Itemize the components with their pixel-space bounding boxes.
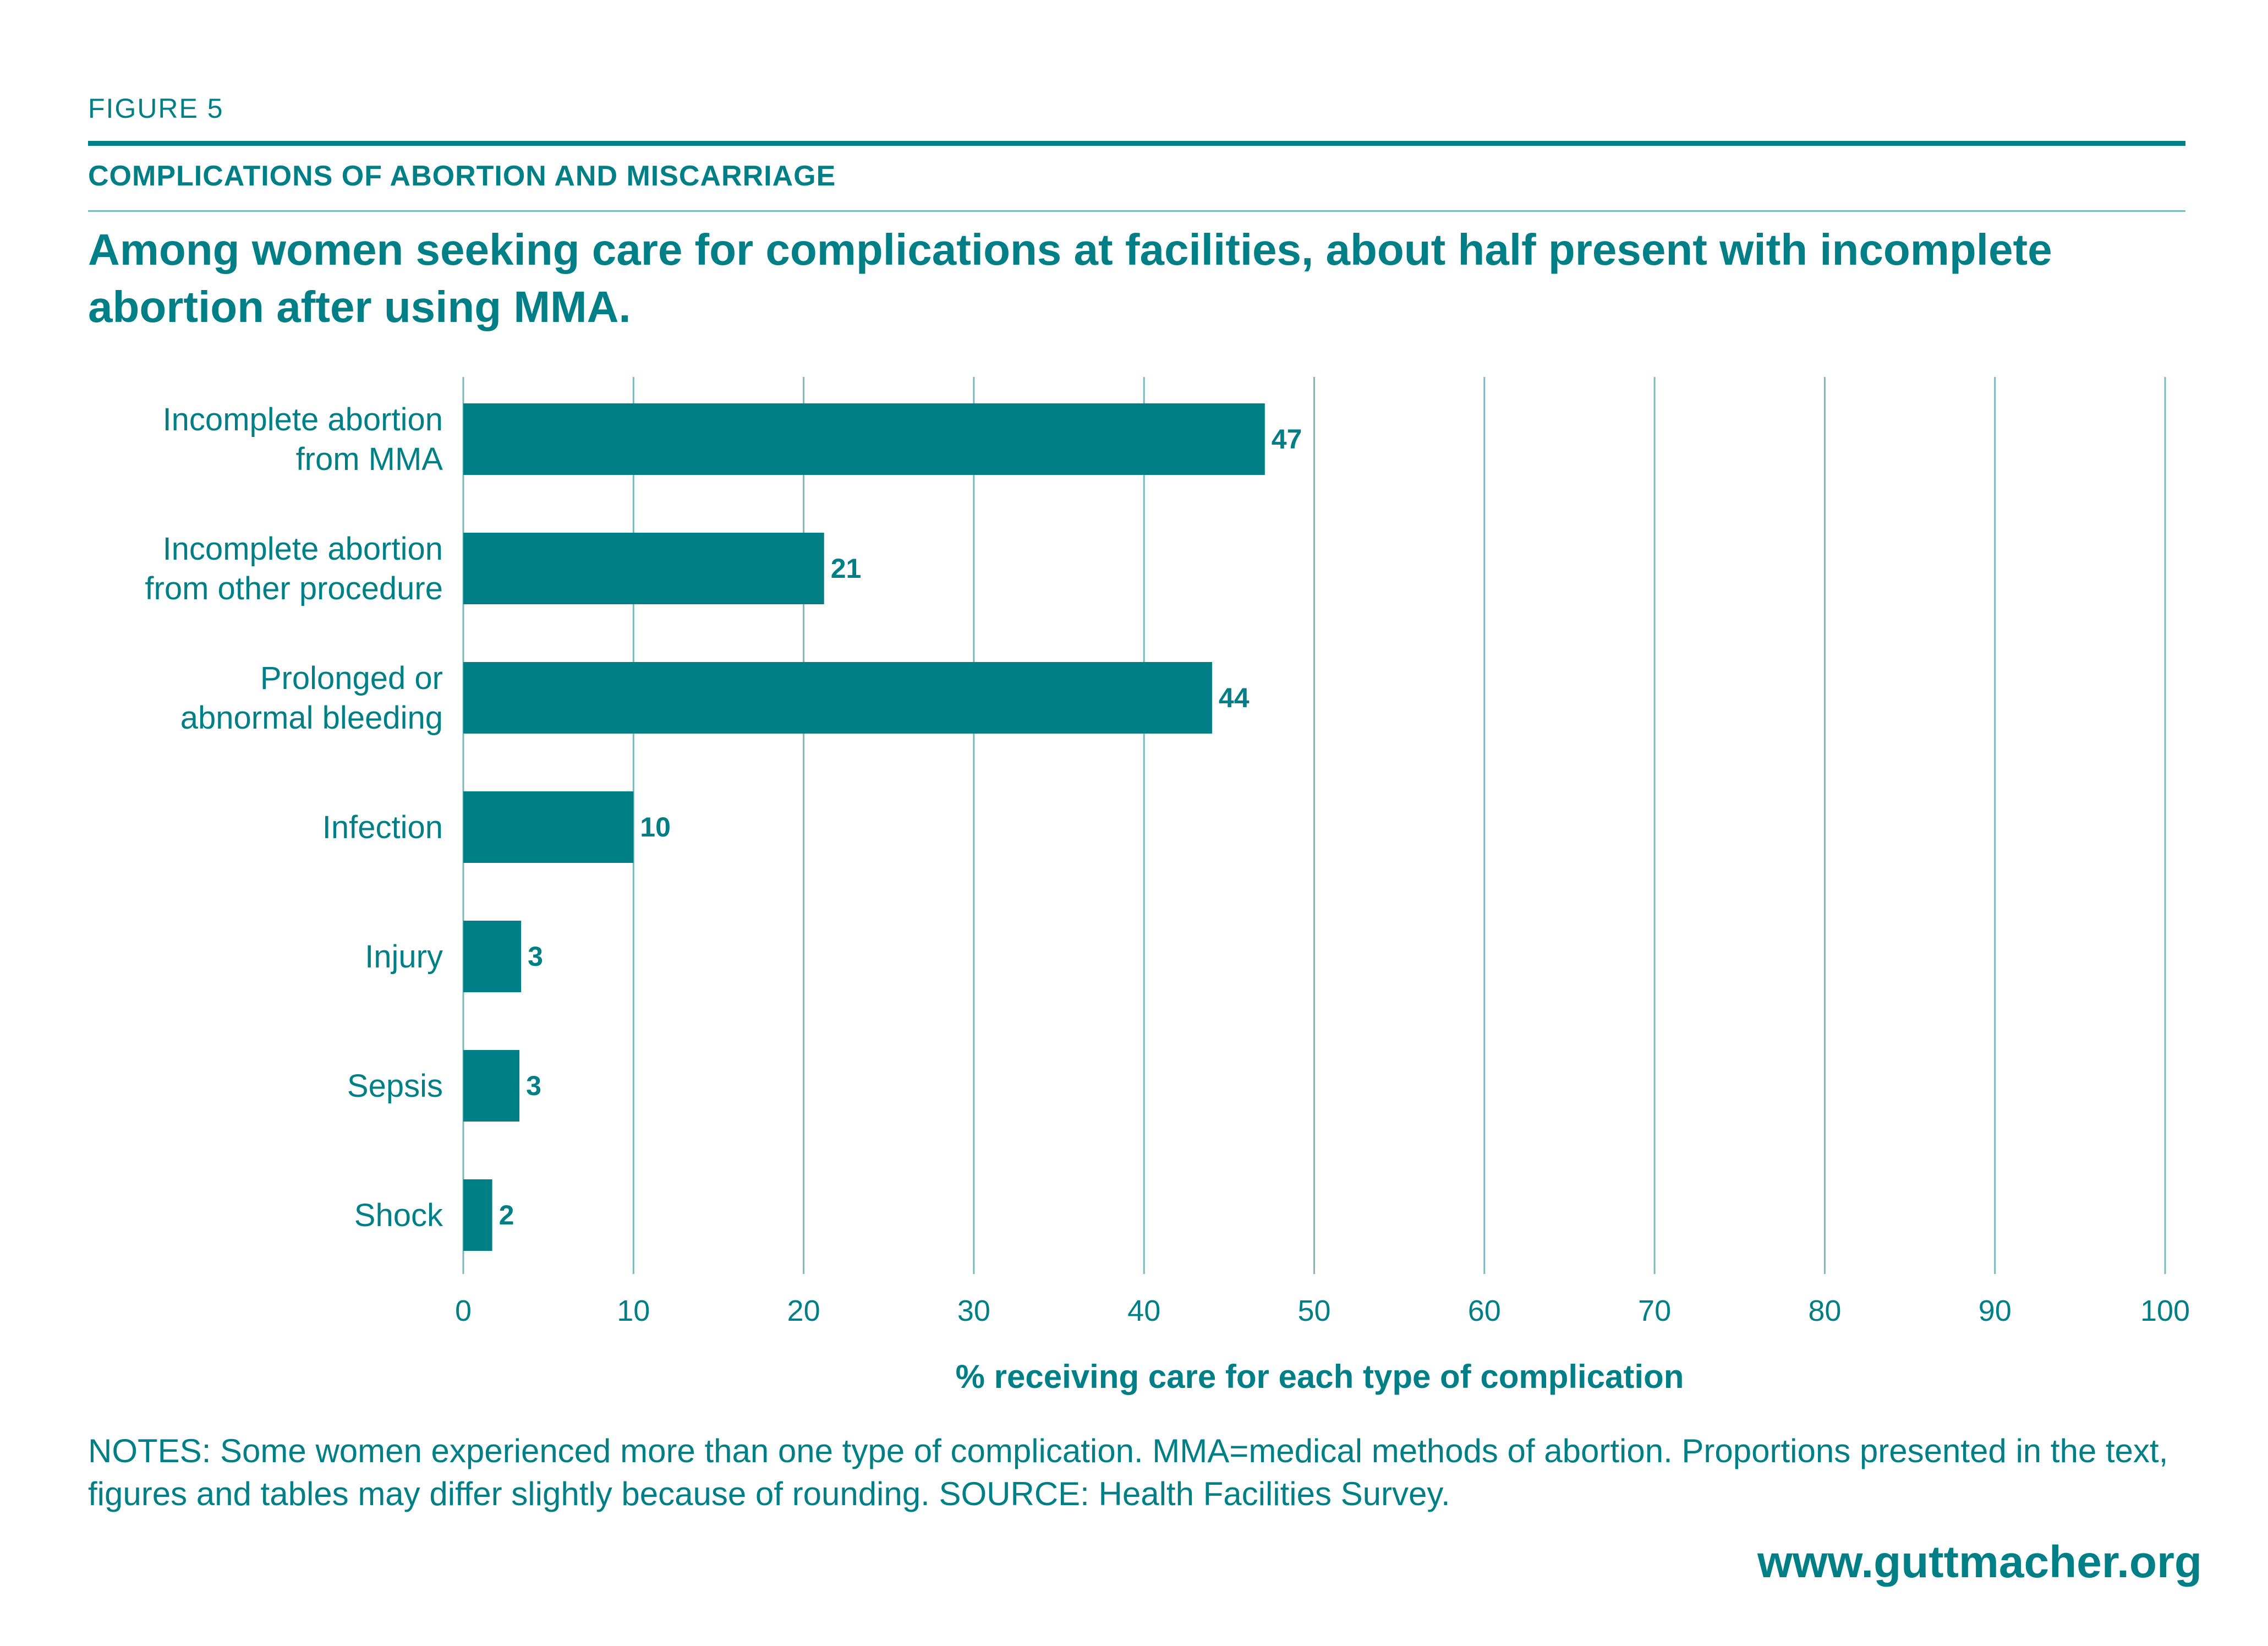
bar — [463, 1050, 520, 1122]
category-label: Shock — [354, 1197, 443, 1233]
category-label: Incomplete abortion — [163, 531, 443, 567]
x-tick-label: 60 — [1468, 1294, 1501, 1327]
top-rule — [88, 141, 2185, 146]
bar — [463, 921, 522, 992]
data-label: 21 — [831, 553, 862, 584]
x-tick-label: 0 — [455, 1294, 472, 1327]
bar — [463, 1179, 492, 1251]
source-url[interactable]: www.guttmacher.org — [1757, 1537, 2202, 1587]
category-label: Infection — [322, 810, 443, 845]
x-tick-label: 90 — [1979, 1294, 2012, 1327]
data-label: 44 — [1219, 682, 1250, 713]
x-tick-label: 40 — [1127, 1294, 1160, 1327]
category-label: Injury — [365, 939, 443, 975]
x-tick-label: 30 — [957, 1294, 990, 1327]
data-label: 3 — [526, 1070, 541, 1101]
data-label: 47 — [1272, 424, 1302, 455]
data-label: 10 — [640, 812, 671, 843]
x-tick-label: 70 — [1638, 1294, 1671, 1327]
bar — [463, 791, 634, 863]
x-axis-title: % receiving care for each type of compli… — [956, 1358, 1684, 1395]
category-label: from MMA — [296, 441, 443, 477]
chart-kicker: COMPLICATIONS OF ABORTION AND MISCARRIAG… — [88, 160, 836, 192]
x-tick-label: 80 — [1808, 1294, 1841, 1327]
bar — [463, 662, 1212, 734]
x-tick-label: 50 — [1297, 1294, 1330, 1327]
data-label: 2 — [499, 1200, 514, 1231]
bar — [463, 403, 1265, 475]
category-label: abnormal bleeding — [180, 700, 443, 736]
data-label: 3 — [528, 941, 543, 972]
x-tick-label: 20 — [787, 1294, 820, 1327]
bar-chart: 0 10 20 30 40 50 60 70 80 90 100 47 Incomplete abort… — [145, 377, 2190, 1395]
category-label: Sepsis — [347, 1068, 443, 1104]
category-label: Prolonged or — [260, 660, 443, 696]
category-label: Incomplete abortion — [163, 402, 443, 438]
figure-label: FIGURE 5 — [88, 93, 224, 124]
x-tick-label: 100 — [2140, 1294, 2190, 1327]
x-tick-label: 10 — [617, 1294, 650, 1327]
thin-rule — [88, 210, 2185, 212]
bar — [463, 533, 824, 604]
chart-notes: NOTES: Some women experienced more than … — [88, 1432, 2168, 1512]
chart-headline: Among women seeking care for complicatio… — [88, 225, 2052, 331]
category-label: from other procedure — [145, 571, 443, 606]
